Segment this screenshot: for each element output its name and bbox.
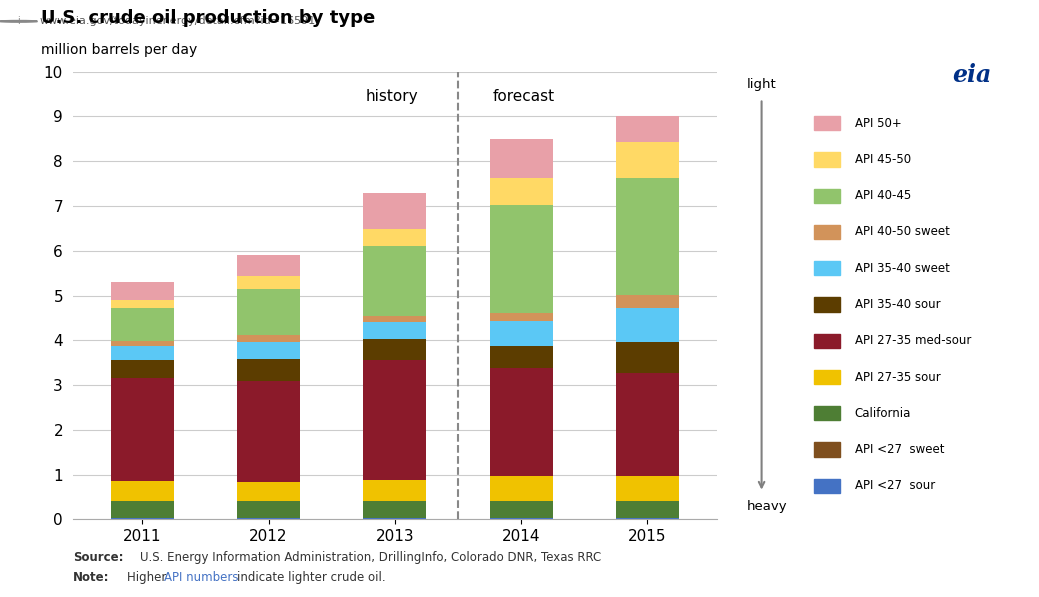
Bar bbox=[237, 335, 300, 341]
Bar bbox=[616, 373, 680, 476]
Bar bbox=[237, 341, 300, 359]
Bar bbox=[237, 359, 300, 381]
FancyBboxPatch shape bbox=[814, 152, 841, 167]
Bar bbox=[237, 289, 300, 335]
Bar bbox=[489, 178, 553, 205]
Bar bbox=[110, 359, 174, 378]
Text: API <27  sweet: API <27 sweet bbox=[855, 443, 944, 456]
Bar bbox=[110, 282, 174, 300]
Bar bbox=[364, 322, 426, 339]
Bar bbox=[237, 500, 300, 518]
FancyBboxPatch shape bbox=[814, 370, 841, 384]
Text: Note:: Note: bbox=[73, 571, 109, 584]
Bar bbox=[364, 316, 426, 322]
Text: www.eia.gov/todayinenergy/detail.cfm?id=16591: www.eia.gov/todayinenergy/detail.cfm?id=… bbox=[39, 16, 316, 26]
Bar bbox=[616, 294, 680, 308]
Text: API 50+: API 50+ bbox=[855, 116, 902, 130]
Bar bbox=[110, 346, 174, 359]
Text: API 27-35 sour: API 27-35 sour bbox=[855, 371, 940, 383]
FancyBboxPatch shape bbox=[814, 116, 841, 130]
Bar bbox=[110, 501, 174, 518]
Bar bbox=[237, 381, 300, 482]
Bar bbox=[616, 143, 680, 178]
FancyBboxPatch shape bbox=[814, 297, 841, 312]
FancyBboxPatch shape bbox=[814, 442, 841, 457]
Text: history: history bbox=[366, 89, 419, 104]
Bar bbox=[616, 116, 680, 142]
Text: million barrels per day: million barrels per day bbox=[41, 42, 196, 57]
Text: API 40-50 sweet: API 40-50 sweet bbox=[855, 226, 950, 238]
Text: U.S. crude oil production by type: U.S. crude oil production by type bbox=[41, 9, 375, 27]
Bar bbox=[616, 476, 680, 500]
FancyBboxPatch shape bbox=[814, 224, 841, 239]
Text: API 35-40 sweet: API 35-40 sweet bbox=[855, 261, 950, 275]
Text: API <27  sour: API <27 sour bbox=[855, 479, 935, 493]
Bar bbox=[237, 518, 300, 519]
Text: indicate lighter crude oil.: indicate lighter crude oil. bbox=[237, 571, 385, 584]
Text: California: California bbox=[855, 407, 911, 420]
Bar bbox=[616, 500, 680, 518]
Bar bbox=[110, 518, 174, 519]
Bar bbox=[237, 482, 300, 500]
FancyBboxPatch shape bbox=[814, 189, 841, 203]
Bar bbox=[110, 378, 174, 481]
Bar bbox=[237, 256, 300, 276]
Bar bbox=[489, 313, 553, 321]
FancyBboxPatch shape bbox=[814, 334, 841, 348]
Bar bbox=[489, 139, 553, 178]
FancyBboxPatch shape bbox=[814, 479, 841, 493]
Bar bbox=[364, 192, 426, 229]
Text: i: i bbox=[18, 16, 20, 26]
Text: eia: eia bbox=[953, 63, 991, 87]
Text: API 40-45: API 40-45 bbox=[855, 189, 911, 202]
Text: API 35-40 sour: API 35-40 sour bbox=[855, 298, 940, 311]
Bar bbox=[616, 308, 680, 341]
FancyBboxPatch shape bbox=[814, 261, 841, 275]
Bar bbox=[616, 179, 680, 295]
Bar bbox=[364, 481, 426, 500]
Bar bbox=[237, 276, 300, 289]
Bar bbox=[489, 500, 553, 518]
Text: forecast: forecast bbox=[492, 89, 555, 104]
Text: light: light bbox=[747, 78, 777, 91]
Bar bbox=[364, 500, 426, 518]
Text: Higher: Higher bbox=[127, 571, 170, 584]
Text: API 45-50: API 45-50 bbox=[855, 153, 911, 166]
Bar bbox=[616, 518, 680, 519]
FancyBboxPatch shape bbox=[814, 406, 841, 420]
Bar bbox=[110, 481, 174, 501]
Bar bbox=[364, 229, 426, 246]
Bar bbox=[110, 300, 174, 309]
Bar bbox=[364, 518, 426, 519]
Bar bbox=[110, 309, 174, 341]
Text: Source:: Source: bbox=[73, 551, 124, 564]
Text: API numbers: API numbers bbox=[164, 571, 239, 584]
Bar bbox=[489, 205, 553, 313]
Bar bbox=[364, 246, 426, 316]
Bar bbox=[489, 518, 553, 519]
Bar bbox=[616, 341, 680, 373]
Bar bbox=[489, 321, 553, 346]
Text: U.S. Energy Information Administration, DrillingInfo, Colorado DNR, Texas RRC: U.S. Energy Information Administration, … bbox=[140, 551, 602, 564]
Bar bbox=[364, 339, 426, 359]
Text: heavy: heavy bbox=[747, 500, 788, 513]
Bar bbox=[489, 346, 553, 368]
Bar bbox=[489, 368, 553, 476]
Bar bbox=[110, 341, 174, 346]
Bar bbox=[489, 476, 553, 500]
Bar bbox=[364, 359, 426, 481]
Text: API 27-35 med-sour: API 27-35 med-sour bbox=[855, 334, 971, 347]
